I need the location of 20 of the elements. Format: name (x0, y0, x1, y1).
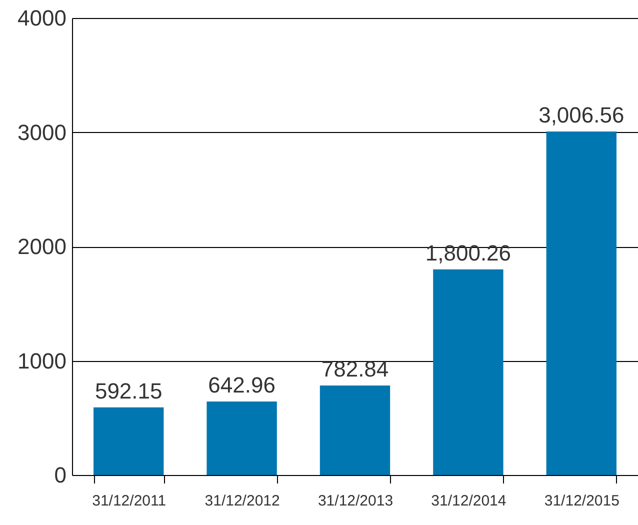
y-tick-label: 2000 (18, 234, 66, 259)
data-label: 1,800.26 (425, 240, 512, 266)
x-tick-label: 31/12/2015 (544, 492, 620, 510)
bar (546, 132, 616, 475)
x-tick-label: 31/12/2013 (318, 492, 394, 510)
x-tick-label: 31/12/2014 (431, 492, 506, 510)
x-tick-label: 31/12/2012 (204, 492, 280, 510)
x-tick-label: 31/12/2011 (92, 492, 166, 510)
data-label: 3,006.56 (538, 102, 624, 128)
data-label: 782.84 (321, 356, 389, 382)
y-tick-label: 4000 (18, 6, 66, 30)
bar (206, 402, 277, 475)
data-label: 592.15 (94, 378, 162, 404)
data-label: 642.96 (208, 372, 276, 398)
y-tick-label: 0 (54, 462, 66, 488)
bar (320, 386, 390, 475)
bar (433, 269, 504, 475)
y-tick-label: 3000 (18, 120, 66, 145)
y-tick-label: 1000 (18, 348, 66, 374)
bar (94, 407, 164, 475)
